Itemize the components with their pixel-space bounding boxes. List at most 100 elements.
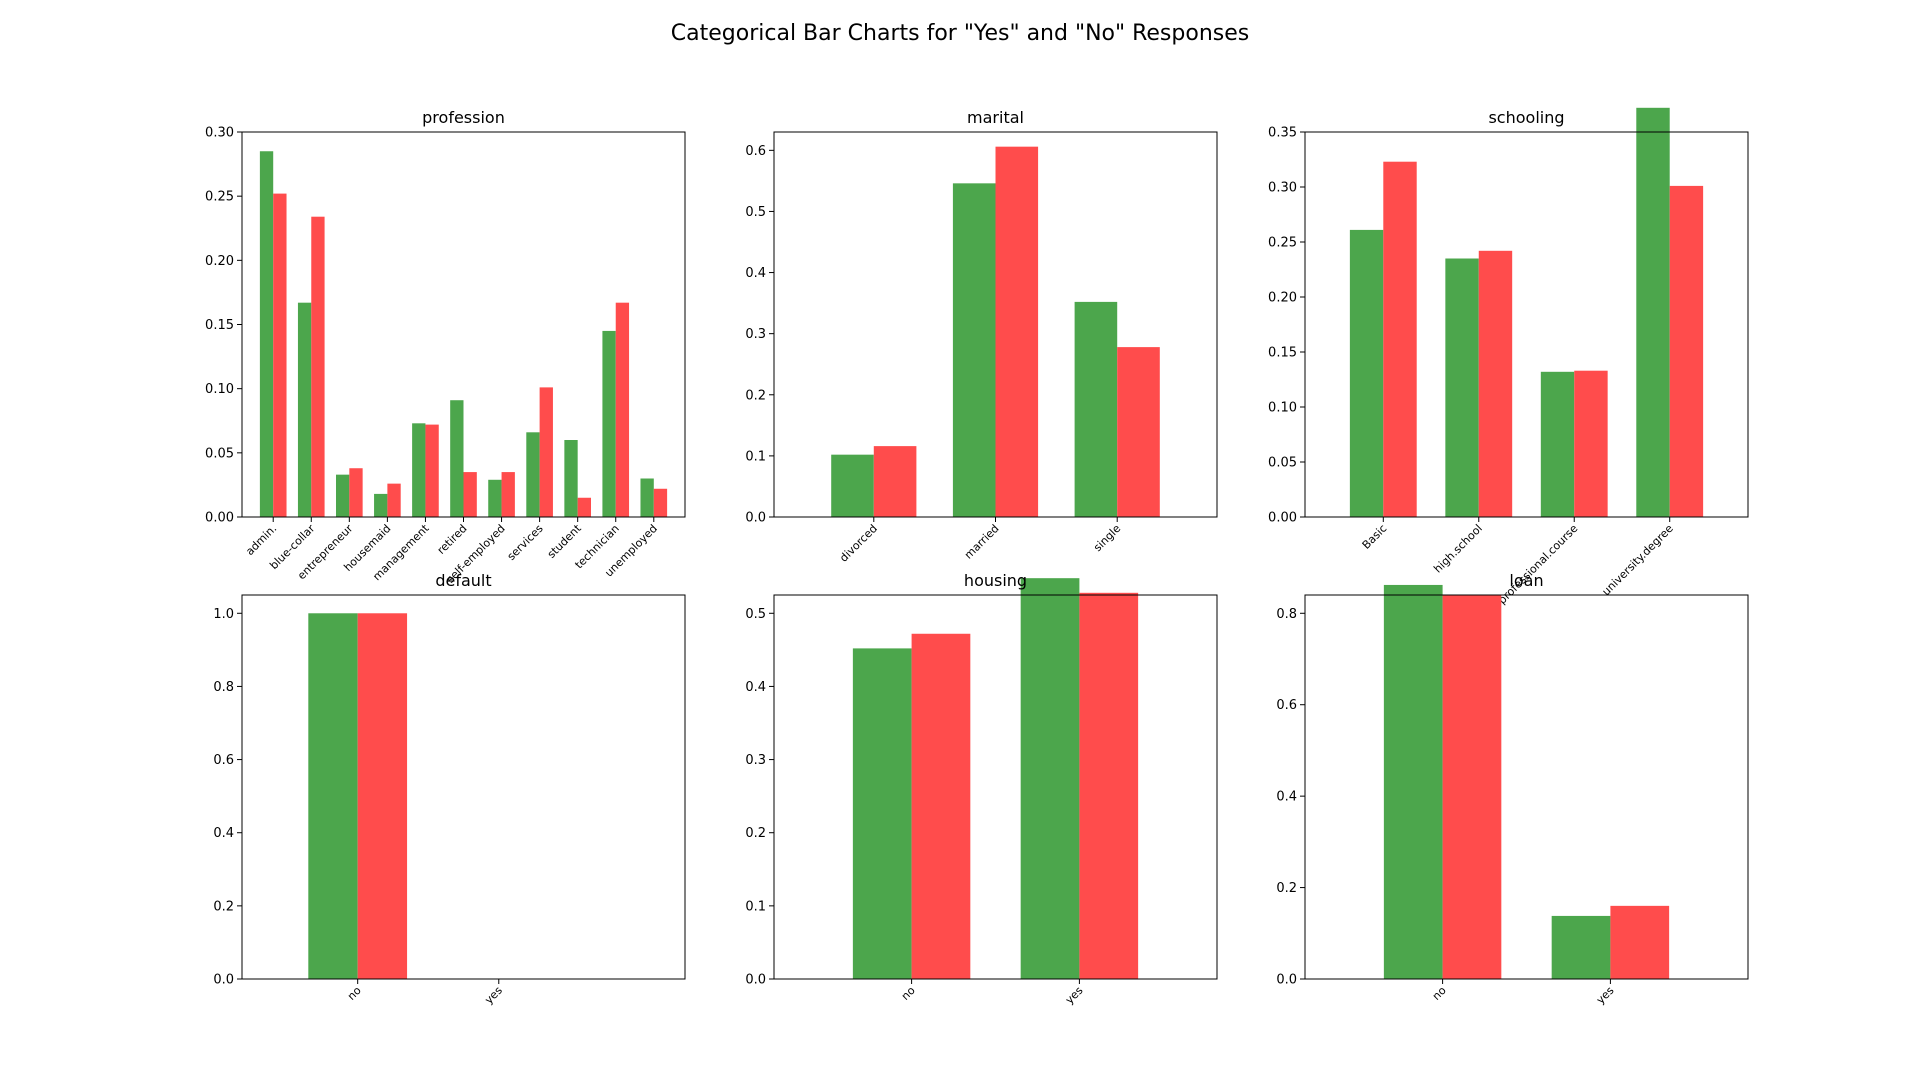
y-tick-label: 0.2 <box>745 388 766 403</box>
y-tick-label: 0.2 <box>213 899 234 914</box>
bar-housing-yes-series-1 <box>1020 578 1080 979</box>
x-tick-label: professional.course <box>1496 522 1581 607</box>
x-tick-label: yes <box>1063 984 1086 1007</box>
subplot-title: housing <box>964 571 1027 590</box>
bar-schooling-Basic-series-1 <box>1349 229 1384 517</box>
y-tick-label: 0.00 <box>205 511 234 526</box>
y-tick-label: 0.20 <box>205 254 234 269</box>
x-tick-label: yes <box>482 984 505 1007</box>
bar-profession-entrepreneur-series-1 <box>336 474 350 517</box>
subplot-housing: housing 0.0 0.1 0.2 0.3 0.4 0.5 no yes <box>745 571 1218 1007</box>
subplot-profession: profession 0.00 0.05 0.10 0.15 0.20 0.25 0.30 ad… <box>205 108 686 586</box>
bar-housing-no-series-2 <box>911 633 971 979</box>
x-tick-label: university.degree <box>1600 522 1676 598</box>
y-tick-label: 0.05 <box>205 446 234 461</box>
y-tick-label: 0.4 <box>745 266 766 281</box>
bar-profession-student-series-2 <box>577 497 591 517</box>
bar-profession-blue-collar-series-1 <box>297 302 312 517</box>
y-tick-label: 0.1 <box>745 899 766 914</box>
y-tick-label: 0.30 <box>205 126 234 141</box>
bar-housing-yes-series-2 <box>1079 592 1139 979</box>
axes-frame <box>1304 594 1749 980</box>
y-tick-label: 0.6 <box>745 144 766 159</box>
x-tick-label: Basic <box>1360 522 1390 552</box>
y-tick-label: 0.25 <box>1268 236 1297 251</box>
y-tick-label: 1.0 <box>213 607 234 622</box>
y-tick-label: 0.6 <box>213 753 234 768</box>
subplot-title: schooling <box>1488 108 1564 127</box>
bar-marital-divorced-series-2 <box>873 446 917 517</box>
bar-profession-self-employed-series-2 <box>501 472 515 517</box>
axes-frame <box>1304 131 1749 518</box>
x-tick-label: no <box>899 984 918 1003</box>
bar-schooling-professional.course-series-2 <box>1574 370 1608 517</box>
bar-profession-retired-series-1 <box>450 400 464 517</box>
bar-profession-unemployed-series-1 <box>640 478 654 517</box>
y-tick-label: 0.0 <box>213 973 234 988</box>
y-tick-label: 0.3 <box>745 753 766 768</box>
y-tick-label: 0.0 <box>1276 973 1297 988</box>
y-tick-label: 0.10 <box>1268 401 1297 416</box>
x-tick-label: admin. <box>243 522 279 558</box>
figure-title: Categorical Bar Charts for "Yes" and "No… <box>671 21 1249 46</box>
bar-profession-entrepreneur-series-2 <box>349 468 363 517</box>
bar-marital-married-series-1 <box>952 183 996 518</box>
bar-profession-self-employed-series-1 <box>488 479 502 517</box>
y-tick-label: 0.5 <box>745 205 766 220</box>
bar-loan-no-series-2 <box>1442 595 1502 979</box>
bar-marital-single-series-1 <box>1074 301 1118 517</box>
y-tick-label: 0.8 <box>213 680 234 695</box>
bar-schooling-high.school-series-1 <box>1445 258 1479 517</box>
y-tick-label: 0.00 <box>1268 511 1297 526</box>
y-tick-label: 0.15 <box>205 318 234 333</box>
bar-loan-yes-series-1 <box>1551 915 1611 979</box>
bar-schooling-university.degree-series-2 <box>1669 185 1704 517</box>
y-tick-label: 0.3 <box>745 327 766 342</box>
subplot-schooling: schooling 0.00 0.05 0.10 0.15 0.20 0.25 0.30 0.3… <box>1268 107 1749 607</box>
bar-loan-no-series-1 <box>1383 584 1443 979</box>
y-tick-label: 0.15 <box>1268 346 1297 361</box>
bar-profession-management-series-1 <box>412 423 426 517</box>
x-tick-label: divorced <box>837 522 880 565</box>
x-tick-label: single <box>1091 522 1123 554</box>
subplot-title: profession <box>422 108 505 127</box>
subplot-title: loan <box>1509 571 1543 590</box>
bar-schooling-university.degree-series-1 <box>1636 107 1670 518</box>
bar-schooling-high.school-series-2 <box>1478 250 1513 518</box>
y-tick-label: 0.1 <box>745 449 766 464</box>
x-tick-label: retired <box>435 522 470 557</box>
x-tick-label: high.school <box>1431 522 1485 576</box>
bar-profession-housemaid-series-1 <box>374 493 388 517</box>
y-tick-label: 0.8 <box>1276 607 1297 622</box>
bar-profession-services-series-2 <box>539 387 553 517</box>
y-tick-label: 0.5 <box>745 607 766 622</box>
axes-frame <box>241 594 686 980</box>
bar-profession-management-series-2 <box>425 424 439 517</box>
bar-profession-retired-series-2 <box>463 472 477 517</box>
subplot-title: marital <box>967 108 1024 127</box>
bar-schooling-professional.course-series-1 <box>1540 371 1575 517</box>
subplot-marital: marital 0.0 0.1 0.2 0.3 0.4 0.5 0.6 divorced marr… <box>745 108 1218 565</box>
y-tick-label: 0.35 <box>1268 126 1297 141</box>
y-tick-label: 0.20 <box>1268 291 1297 306</box>
bar-profession-student-series-1 <box>564 440 578 517</box>
bar-profession-services-series-1 <box>526 432 540 517</box>
bar-housing-no-series-1 <box>852 648 912 979</box>
y-tick-label: 0.4 <box>1276 790 1297 805</box>
y-tick-label: 0.2 <box>1276 881 1297 896</box>
x-tick-label: no <box>345 984 364 1003</box>
y-tick-label: 0.2 <box>745 826 766 841</box>
subplot-title: default <box>435 571 491 590</box>
bar-profession-admin.-series-1 <box>259 151 274 517</box>
y-tick-label: 0.05 <box>1268 456 1297 471</box>
bar-profession-unemployed-series-2 <box>653 488 668 517</box>
bar-profession-blue-collar-series-2 <box>311 216 325 517</box>
x-tick-label: no <box>1430 984 1449 1003</box>
subplot-default: default 0.0 0.2 0.4 0.6 0.8 1.0 no yes <box>213 571 686 1007</box>
bar-marital-married-series-2 <box>995 146 1039 517</box>
bar-default-no-series-2 <box>357 613 408 979</box>
bar-loan-yes-series-2 <box>1610 905 1670 979</box>
bar-profession-technician-series-1 <box>602 330 616 517</box>
y-tick-label: 0.0 <box>745 973 766 988</box>
